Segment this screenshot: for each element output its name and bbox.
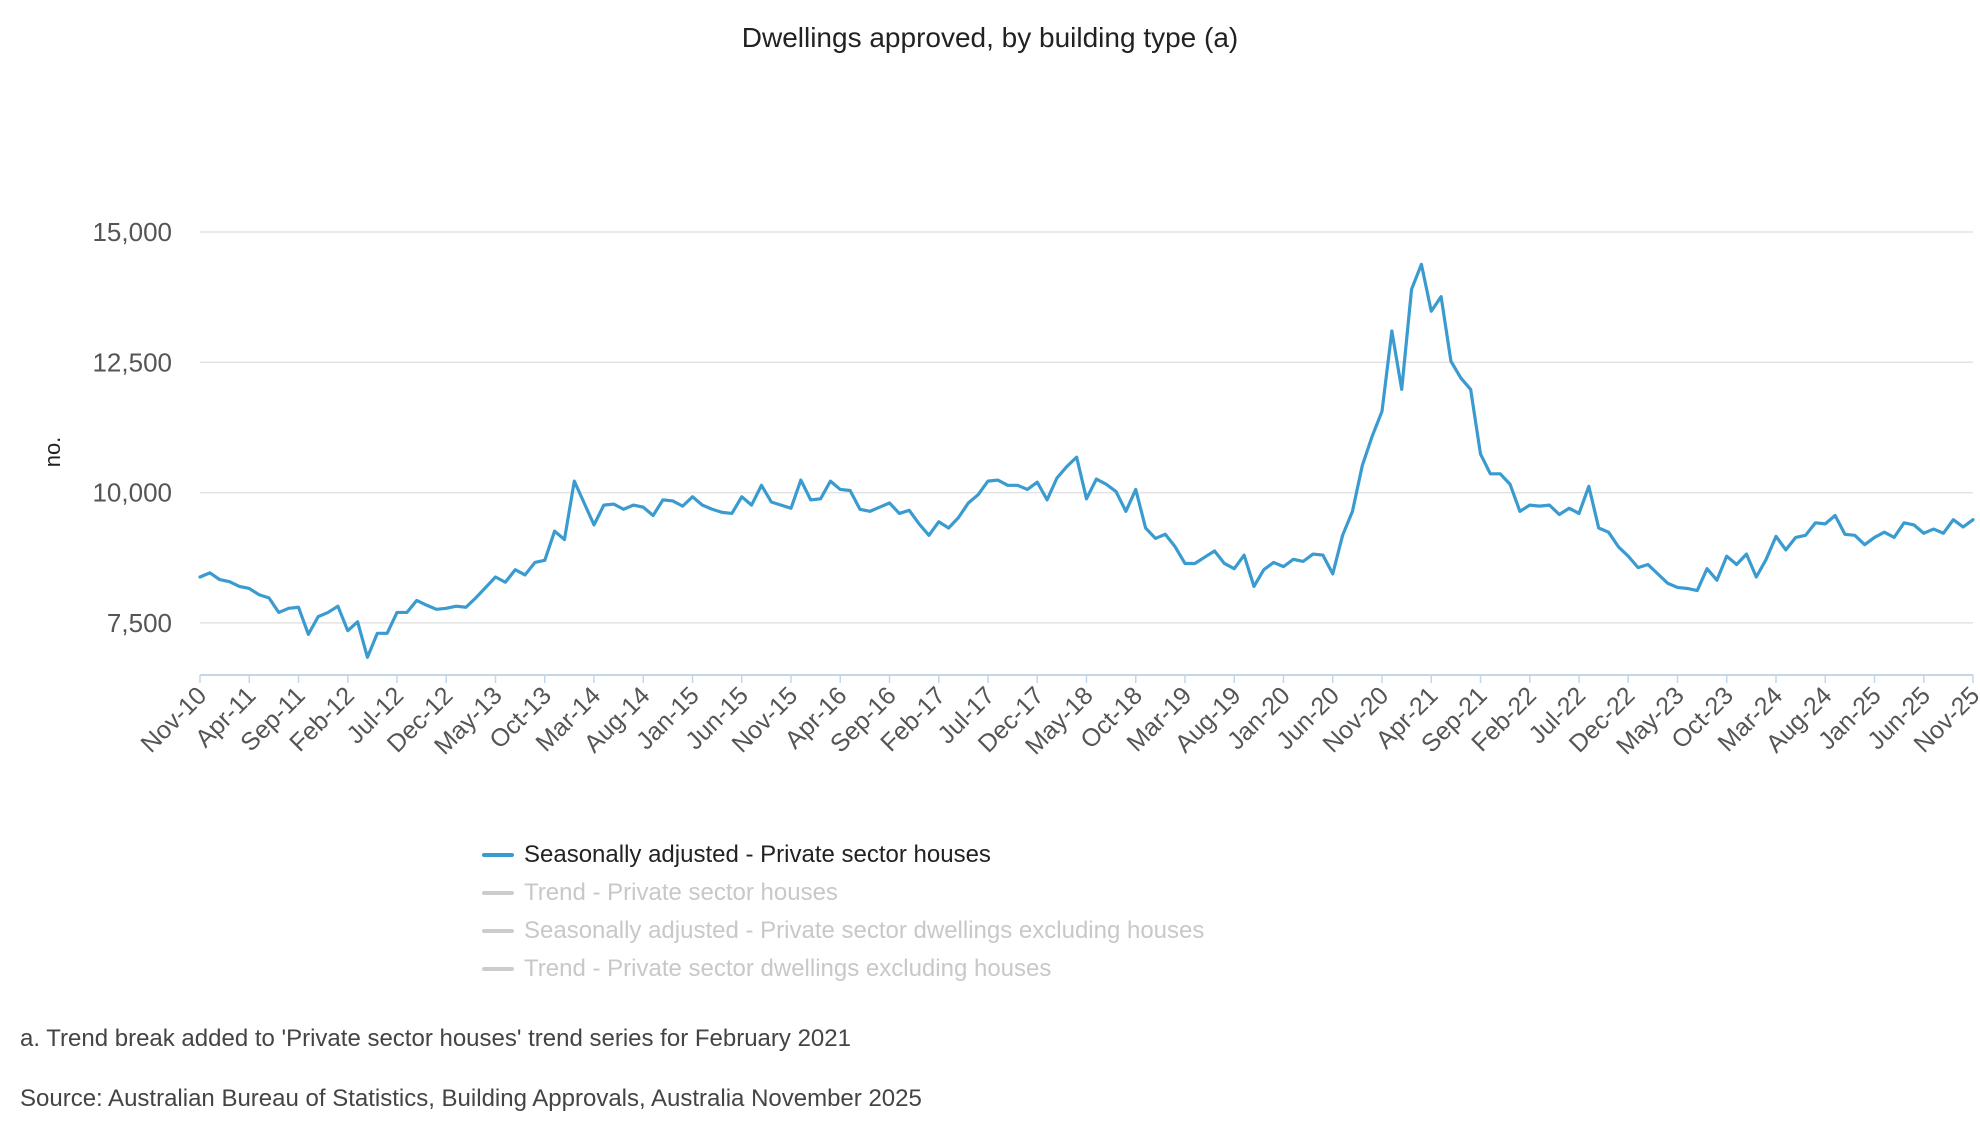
legend-label: Seasonally adjusted - Private sector hou…: [524, 841, 991, 868]
source-note: Source: Australian Bureau of Statistics,…: [20, 1085, 922, 1112]
x-axis-ticks: Nov-10Apr-11Sep-11Feb-12Jul-12Dec-12May-…: [135, 675, 1980, 760]
legend-label: Trend - Private sector dwellings excludi…: [524, 955, 1052, 982]
legend: Seasonally adjusted - Private sector hou…: [482, 836, 1204, 988]
legend-item-sa-houses[interactable]: Seasonally adjusted - Private sector hou…: [482, 836, 1204, 874]
legend-item-trend-excl-houses[interactable]: Trend - Private sector dwellings excludi…: [482, 950, 1204, 988]
y-tick-label: 12,500: [92, 347, 172, 377]
y-tick-label: 7,500: [107, 608, 172, 638]
y-tick-label: 10,000: [92, 478, 172, 508]
legend-swatch: [482, 891, 514, 895]
chart-title: Dwellings approved, by building type (a): [741, 22, 1239, 53]
legend-swatch: [482, 853, 514, 857]
legend-item-sa-excl-houses[interactable]: Seasonally adjusted - Private sector dwe…: [482, 912, 1204, 950]
legend-swatch: [482, 967, 514, 971]
gridlines: [200, 231, 1973, 624]
y-axis-ticks: 7,500 10,000 12,500 15,000: [92, 217, 172, 638]
y-axis-label: no.: [40, 437, 65, 468]
legend-item-trend-houses[interactable]: Trend - Private sector houses: [482, 874, 1204, 912]
series-line-seasonally-adjusted-private-sector-houses[interactable]: [198, 262, 1975, 659]
legend-swatch: [482, 929, 514, 933]
x-tick-label: Nov-10: [135, 681, 212, 758]
legend-label: Trend - Private sector houses: [524, 879, 838, 906]
series-lines: [198, 262, 1975, 659]
legend-label: Seasonally adjusted - Private sector dwe…: [524, 917, 1205, 944]
y-tick-label: 15,000: [92, 217, 172, 247]
footnote: a. Trend break added to 'Private sector …: [20, 1025, 851, 1052]
